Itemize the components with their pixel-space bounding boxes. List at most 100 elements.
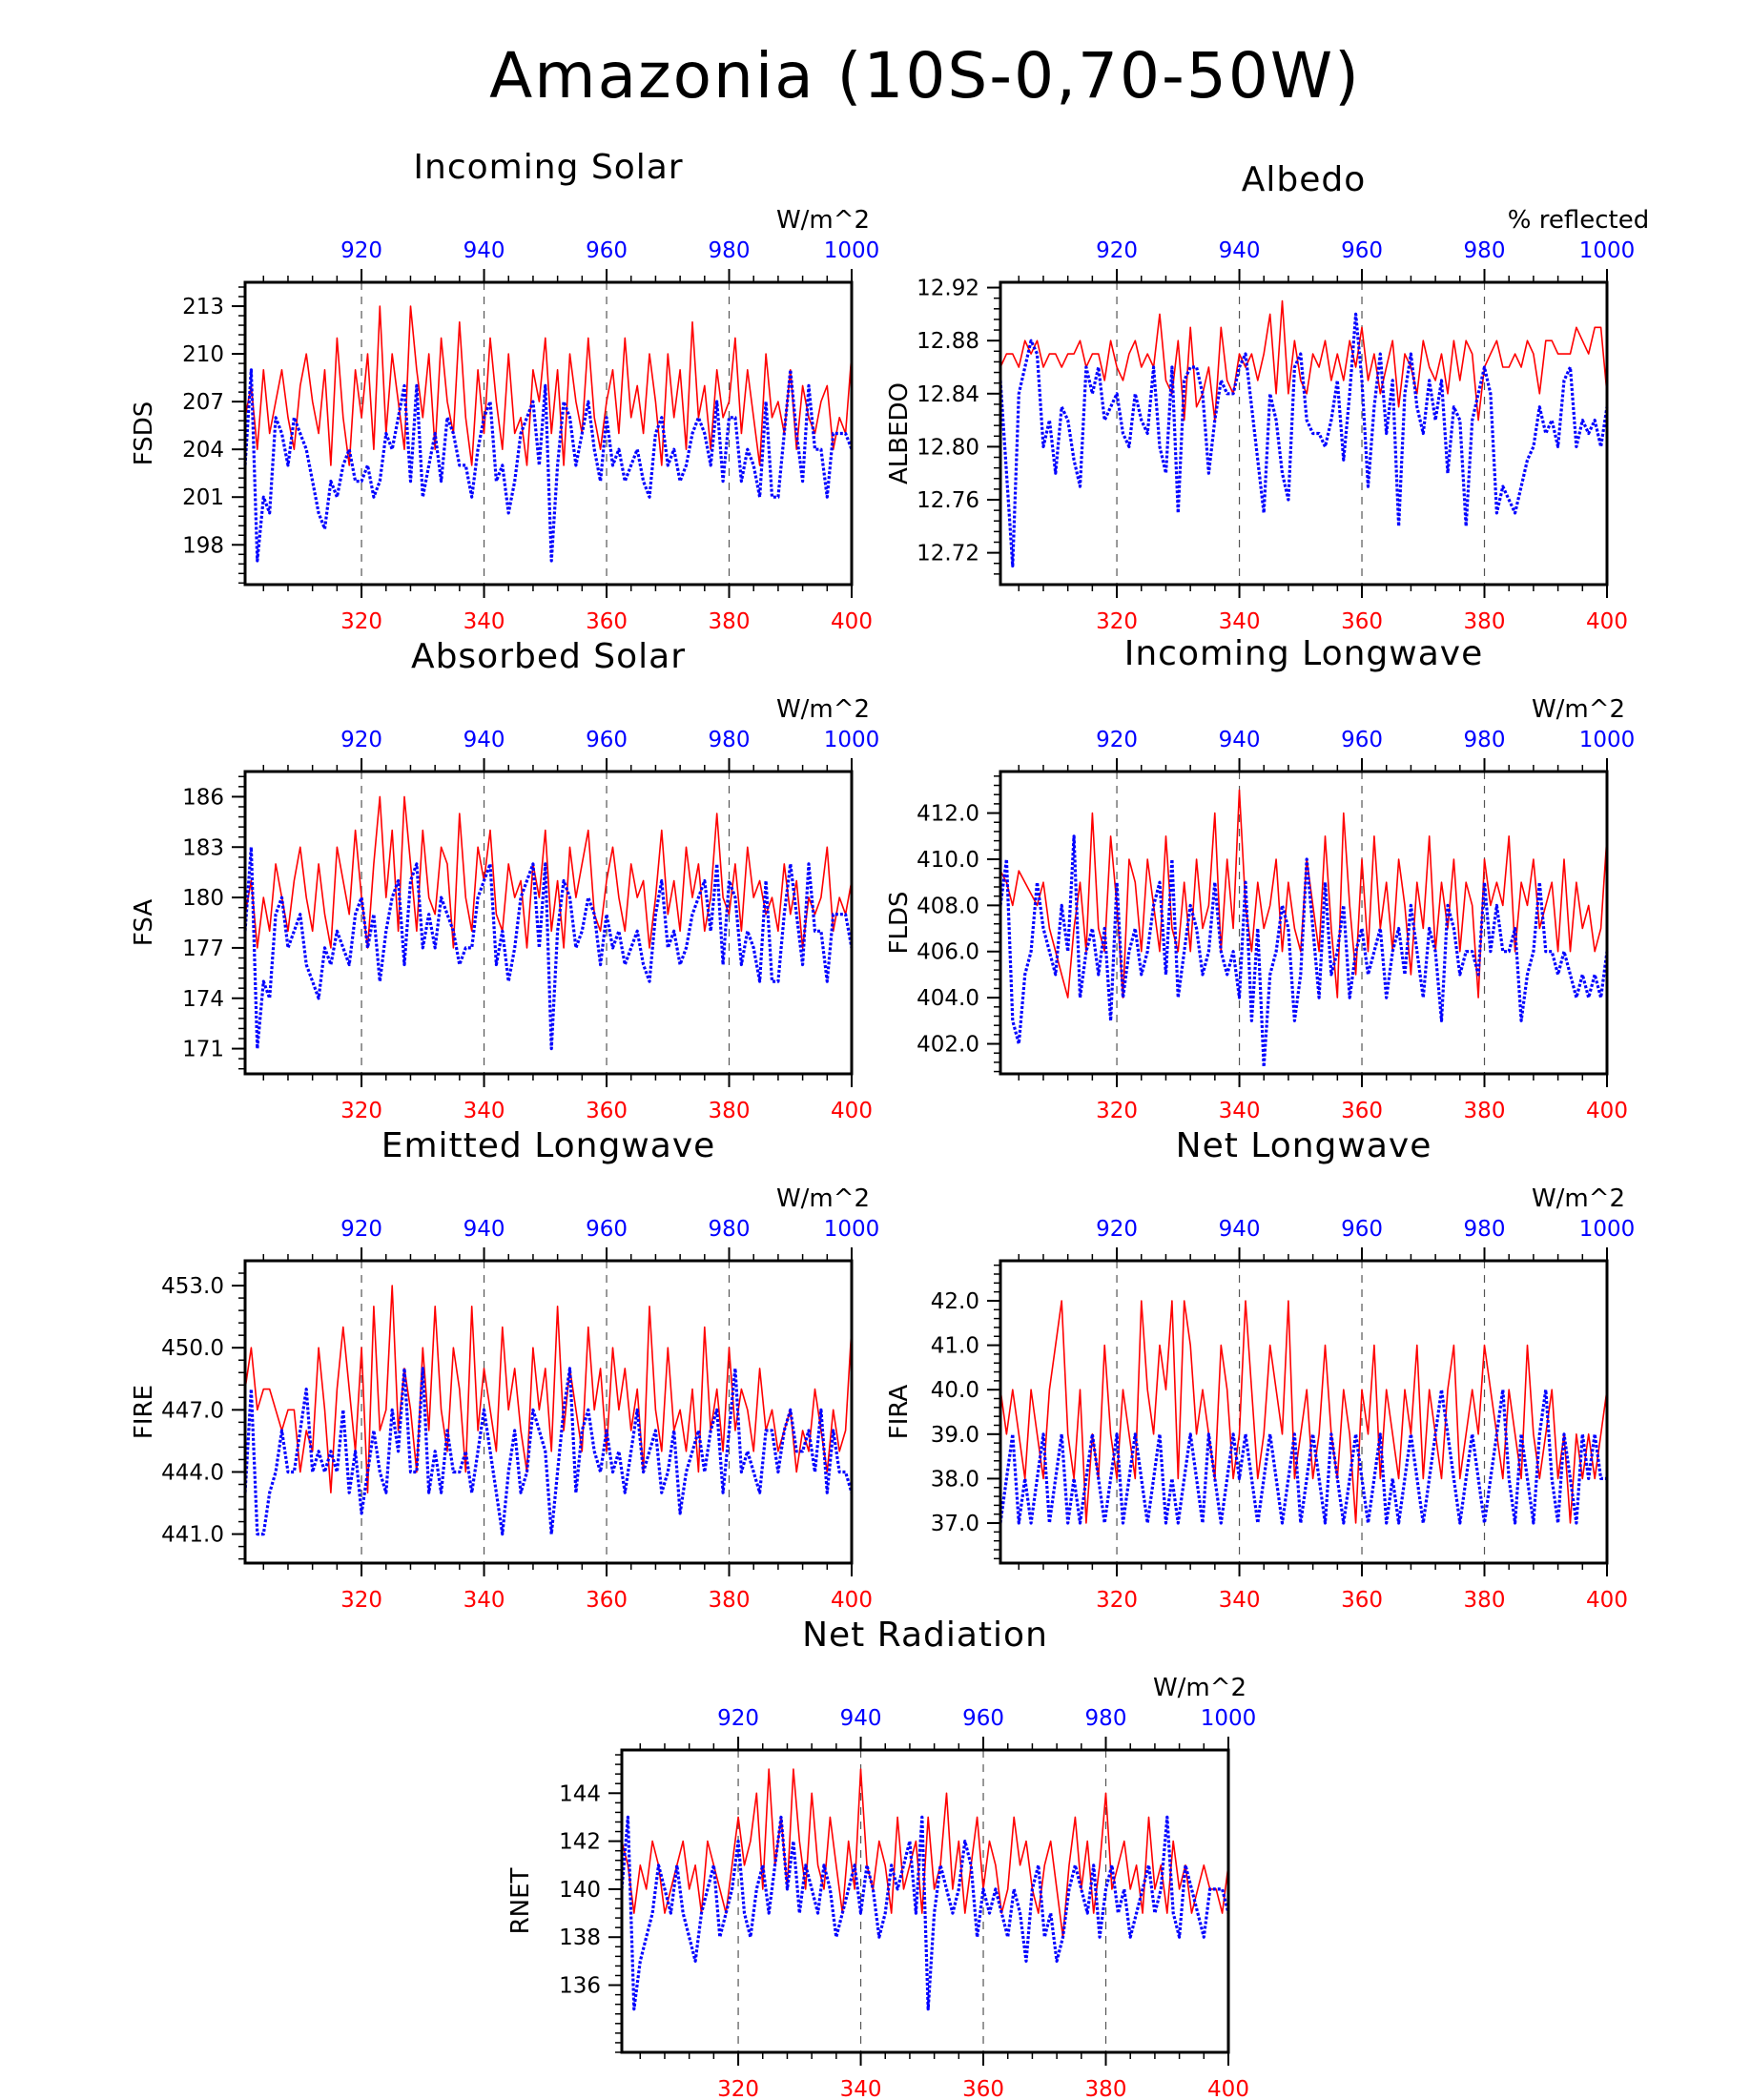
y-tick-label: 171 <box>182 1038 224 1062</box>
x-bottom-tick-label: 320 <box>340 1099 382 1123</box>
panel-title: Net Longwave <box>1176 1126 1432 1165</box>
x-top-tick-label: 960 <box>1341 238 1383 263</box>
x-top-tick-label: 960 <box>962 1706 1004 1731</box>
x-bottom-tick-label: 360 <box>586 1099 628 1123</box>
x-top-tick-label: 960 <box>586 1217 628 1242</box>
x-top-tick-label: 940 <box>464 238 505 263</box>
x-bottom-tick-label: 360 <box>962 2077 1004 2100</box>
series-red-solid <box>244 305 853 466</box>
y-axis-label: FIRA <box>885 1385 914 1440</box>
x-top-tick-label: 980 <box>709 728 751 752</box>
x-bottom-tick-label: 340 <box>1219 1099 1261 1123</box>
x-bottom-tick-label: 360 <box>1341 1588 1383 1613</box>
x-bottom-tick-label: 380 <box>1464 1588 1506 1613</box>
x-bottom-tick-label: 380 <box>709 609 751 634</box>
x-bottom-tick-label: 380 <box>709 1099 751 1123</box>
x-top-tick-label: 1000 <box>824 728 880 752</box>
x-top-tick-label: 1000 <box>824 1217 880 1242</box>
x-top-tick-label: 980 <box>709 1217 751 1242</box>
x-bottom-tick-label: 360 <box>1341 609 1383 634</box>
x-top-tick-label: 980 <box>1464 238 1506 263</box>
y-tick-label: 174 <box>182 987 224 1012</box>
y-tick-label: 12.80 <box>917 435 979 460</box>
y-tick-label: 444.0 <box>161 1460 224 1485</box>
y-tick-label: 408.0 <box>917 894 979 918</box>
x-top-tick-label: 940 <box>1219 728 1261 752</box>
panel-title: Net Radiation <box>802 1616 1048 1655</box>
x-bottom-tick-label: 360 <box>1341 1099 1383 1123</box>
series-blue-dotted <box>243 368 854 563</box>
x-bottom-tick-label: 360 <box>586 609 628 634</box>
y-axis-label: FSDS <box>130 401 158 466</box>
x-top-tick-label: 920 <box>1096 1217 1138 1242</box>
y-tick-label: 450.0 <box>161 1336 224 1361</box>
y-axis-label: FLDS <box>885 892 914 955</box>
x-bottom-tick-label: 340 <box>840 2077 882 2100</box>
y-tick-label: 12.72 <box>917 542 979 566</box>
y-tick-label: 406.0 <box>917 940 979 965</box>
x-top-tick-label: 980 <box>1464 1217 1506 1242</box>
y-tick-label: 447.0 <box>161 1398 224 1423</box>
x-top-tick-label: 940 <box>1219 238 1261 263</box>
series-red-solid <box>244 1285 853 1493</box>
panels-group: Incoming Solar W/m^2 FSDS 198 201 204 207 210 21… <box>130 148 1649 2100</box>
x-bottom-tick-label: 320 <box>1096 609 1138 634</box>
x-top-tick-label: 920 <box>340 728 382 752</box>
plot-frame <box>243 280 854 587</box>
x-top-tick-label: 920 <box>1096 238 1138 263</box>
x-top-tick-label: 940 <box>1219 1217 1261 1242</box>
y-tick-label: 142 <box>559 1830 601 1855</box>
y-tick-label: 138 <box>559 1925 601 1950</box>
series-blue-dotted <box>999 834 1609 1069</box>
plot-frame <box>999 280 1609 587</box>
y-tick-label: 140 <box>559 1878 601 1903</box>
panel-title: Absorbed Solar <box>411 637 686 676</box>
x-top-tick-label: 980 <box>1464 728 1506 752</box>
x-bottom-tick-label: 400 <box>831 609 873 634</box>
y-tick-label: 207 <box>182 390 224 415</box>
x-top-tick-label: 940 <box>840 1706 882 1731</box>
y-tick-label: 204 <box>182 438 224 463</box>
panel-3: Absorbed Solar W/m^2 FSA 171 174 177 180 183 186… <box>130 637 879 1123</box>
y-tick-label: 186 <box>182 785 224 810</box>
y-axis-label: ALBEDO <box>885 382 914 484</box>
x-top-tick-label: 1000 <box>1579 728 1636 752</box>
x-bottom-tick-label: 320 <box>717 2077 759 2100</box>
x-bottom-tick-label: 320 <box>340 609 382 634</box>
x-top-tick-label: 920 <box>340 238 382 263</box>
x-top-tick-label: 1000 <box>1579 1217 1636 1242</box>
x-bottom-tick-label: 380 <box>709 1588 751 1613</box>
plot-frame <box>243 770 854 1076</box>
plot-frame <box>999 770 1609 1076</box>
x-bottom-tick-label: 320 <box>340 1588 382 1613</box>
x-top-tick-label: 960 <box>1341 1217 1383 1242</box>
panel-7: Net Radiation W/m^2 RNET 136 138 140 142 144 320… <box>506 1616 1256 2100</box>
y-tick-label: 441.0 <box>161 1523 224 1548</box>
x-top-tick-label: 920 <box>1096 728 1138 752</box>
x-bottom-tick-label: 320 <box>1096 1588 1138 1613</box>
y-tick-label: 412.0 <box>917 802 979 827</box>
panel-2: Albedo % reflected ALBEDO 12.72 12.76 12.80 12… <box>885 160 1649 634</box>
x-bottom-tick-label: 340 <box>1219 1588 1261 1613</box>
y-tick-label: 404.0 <box>917 986 979 1011</box>
x-top-tick-label: 940 <box>464 1217 505 1242</box>
y-tick-label: 183 <box>182 835 224 860</box>
plot-frame <box>999 1259 1609 1565</box>
x-bottom-tick-label: 400 <box>831 1099 873 1123</box>
series-red-solid <box>244 795 853 949</box>
x-bottom-tick-label: 340 <box>1219 609 1261 634</box>
y-tick-label: 144 <box>559 1781 601 1806</box>
x-bottom-tick-label: 400 <box>1586 1588 1628 1613</box>
x-top-tick-label: 940 <box>464 728 505 752</box>
plot-frame <box>243 1259 854 1565</box>
x-top-tick-label: 1000 <box>824 238 880 263</box>
panel-4: Incoming Longwave W/m^2 FLDS 402.0 404.0 406.… <box>885 634 1635 1123</box>
y-tick-label: 37.0 <box>931 1512 979 1536</box>
y-tick-label: 201 <box>182 485 224 510</box>
series-blue-dotted <box>999 312 1609 568</box>
plot-frame <box>620 1748 1230 2054</box>
y-tick-label: 210 <box>182 342 224 367</box>
y-tick-label: 41.0 <box>931 1334 979 1359</box>
x-bottom-tick-label: 380 <box>1464 1099 1506 1123</box>
